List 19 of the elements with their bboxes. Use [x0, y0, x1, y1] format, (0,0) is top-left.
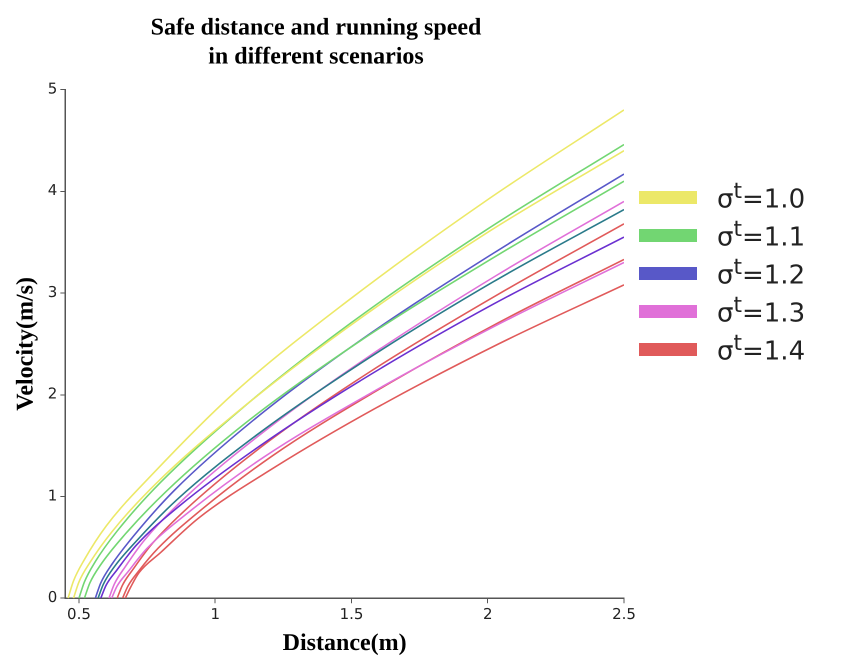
x-tick-label: 1	[210, 605, 220, 624]
legend-label: σ$^{t}$=1.0	[717, 179, 806, 215]
legend-label: σ$^{t}$=1.4	[717, 331, 806, 367]
x-tick-label: 1.5	[340, 605, 364, 624]
legend-label: σ$^{t}$=1.1	[717, 217, 806, 253]
legend-label: σ$^{t}$=1.2	[717, 255, 806, 291]
y-tick-label: 5	[48, 79, 58, 98]
y-tick-label: 0	[48, 588, 58, 606]
y-tick-label: 1	[48, 486, 58, 504]
x-tick-label: 0.5	[67, 605, 91, 624]
y-tick-label: 4	[48, 181, 58, 200]
y-tick-label: 2	[48, 384, 58, 403]
x-tick-label: 2	[482, 605, 493, 624]
x-tick-label: 2.5	[612, 605, 636, 624]
x-axis-title: Distance(m)	[282, 630, 407, 656]
y-axis-title: Velocity(m/s)	[12, 277, 39, 411]
y-tick-label: 3	[48, 282, 58, 301]
chart-title: Safe distance and running speed in different scenarios	[150, 14, 482, 70]
legend-label: σ$^{t}$=1.3	[717, 293, 806, 329]
